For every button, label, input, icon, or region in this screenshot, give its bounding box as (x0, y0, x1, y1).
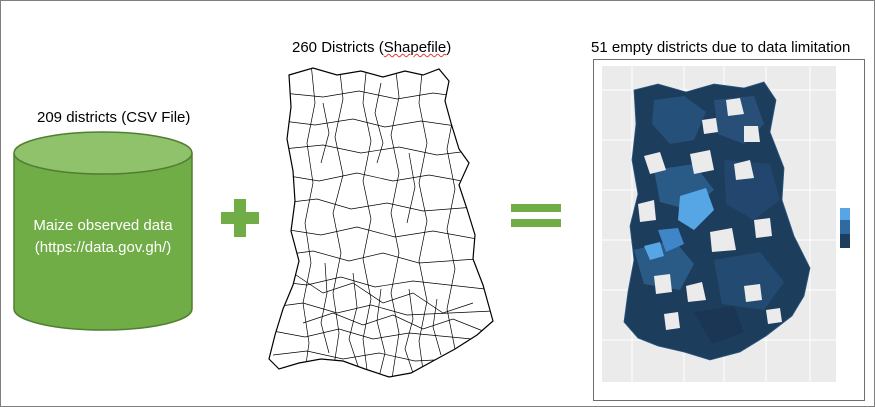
csv-body-line2: (https://data.gov.gh/) (34, 239, 172, 256)
ghana-district-outline-map (268, 67, 494, 378)
result-heading: 51 empty districts due to data limitatio… (591, 39, 851, 56)
database-cylinder-icon (13, 131, 193, 331)
shapefile-heading-word: Shapefile (383, 39, 447, 56)
csv-heading: 209 districts (CSV File) (37, 109, 191, 126)
shapefile-heading-prefix: 260 Districts ( (292, 39, 384, 56)
plus-icon (221, 199, 259, 237)
shapefile-heading-suffix: ) (446, 39, 452, 56)
choropleth-map (602, 66, 850, 382)
shapefile-heading: 260 Districts (Shapefile) (292, 39, 451, 56)
empty-districts (638, 98, 782, 330)
district-shapes (623, 81, 811, 361)
choropleth-panel (593, 59, 865, 401)
legend (840, 208, 850, 248)
equals-icon (511, 204, 561, 227)
csv-body-line1: Maize observed data (33, 217, 173, 234)
